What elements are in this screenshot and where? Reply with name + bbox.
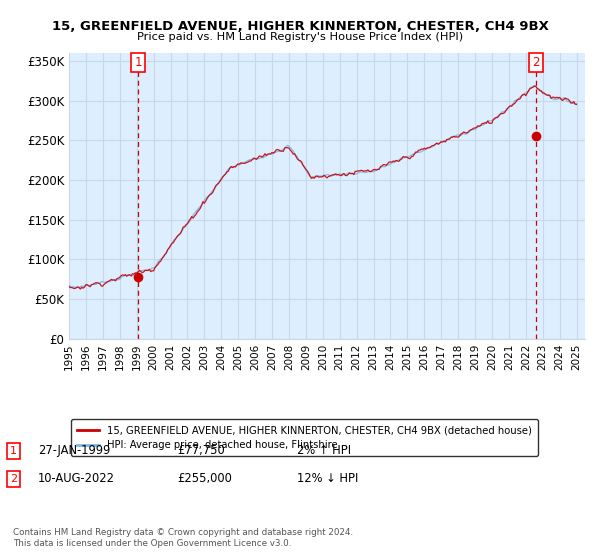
Text: 1: 1 (10, 446, 17, 456)
Legend: 15, GREENFIELD AVENUE, HIGHER KINNERTON, CHESTER, CH4 9BX (detached house), HPI:: 15, GREENFIELD AVENUE, HIGHER KINNERTON,… (71, 419, 538, 456)
Text: 1: 1 (134, 56, 142, 69)
Text: 2: 2 (532, 56, 540, 69)
Text: 2% ↑ HPI: 2% ↑ HPI (297, 444, 351, 458)
Text: 27-JAN-1999: 27-JAN-1999 (38, 444, 110, 458)
Text: Price paid vs. HM Land Registry's House Price Index (HPI): Price paid vs. HM Land Registry's House … (137, 32, 463, 42)
Text: 12% ↓ HPI: 12% ↓ HPI (297, 472, 358, 486)
Text: £77,750: £77,750 (177, 444, 225, 458)
Text: £255,000: £255,000 (177, 472, 232, 486)
Text: 2: 2 (10, 474, 17, 484)
Text: 15, GREENFIELD AVENUE, HIGHER KINNERTON, CHESTER, CH4 9BX: 15, GREENFIELD AVENUE, HIGHER KINNERTON,… (52, 20, 548, 32)
Text: Contains HM Land Registry data © Crown copyright and database right 2024.
This d: Contains HM Land Registry data © Crown c… (13, 528, 353, 548)
Text: 10-AUG-2022: 10-AUG-2022 (38, 472, 115, 486)
